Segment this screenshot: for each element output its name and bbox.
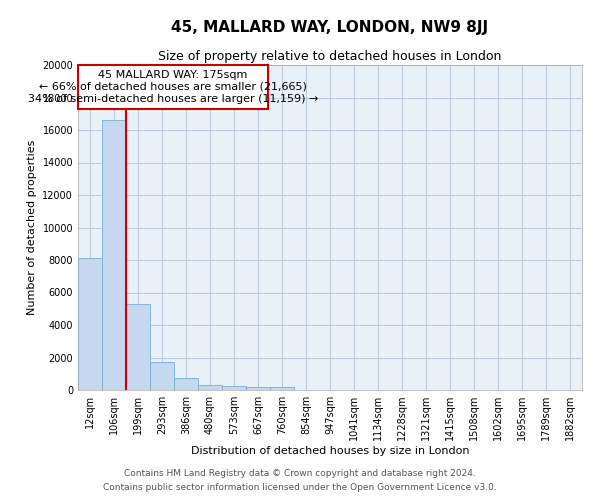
Y-axis label: Number of detached properties: Number of detached properties — [27, 140, 37, 315]
Bar — [270, 388, 294, 390]
Bar — [102, 120, 126, 390]
Text: ← 66% of detached houses are smaller (21,665): ← 66% of detached houses are smaller (21… — [39, 81, 307, 91]
Text: Contains public sector information licensed under the Open Government Licence v3: Contains public sector information licen… — [103, 484, 497, 492]
Text: Size of property relative to detached houses in London: Size of property relative to detached ho… — [158, 50, 502, 63]
Text: 45, MALLARD WAY, LONDON, NW9 8JJ: 45, MALLARD WAY, LONDON, NW9 8JJ — [172, 20, 488, 35]
X-axis label: Distribution of detached houses by size in London: Distribution of detached houses by size … — [191, 446, 469, 456]
Bar — [150, 362, 174, 390]
Text: Contains HM Land Registry data © Crown copyright and database right 2024.: Contains HM Land Registry data © Crown c… — [124, 468, 476, 477]
Text: 45 MALLARD WAY: 175sqm: 45 MALLARD WAY: 175sqm — [98, 70, 247, 80]
Text: 34% of semi-detached houses are larger (11,159) →: 34% of semi-detached houses are larger (… — [28, 94, 318, 104]
Bar — [198, 385, 222, 390]
Bar — [246, 387, 270, 390]
FancyBboxPatch shape — [78, 65, 268, 109]
Bar — [222, 386, 246, 390]
Bar — [126, 304, 150, 390]
Bar — [174, 378, 198, 390]
Bar — [78, 258, 102, 390]
